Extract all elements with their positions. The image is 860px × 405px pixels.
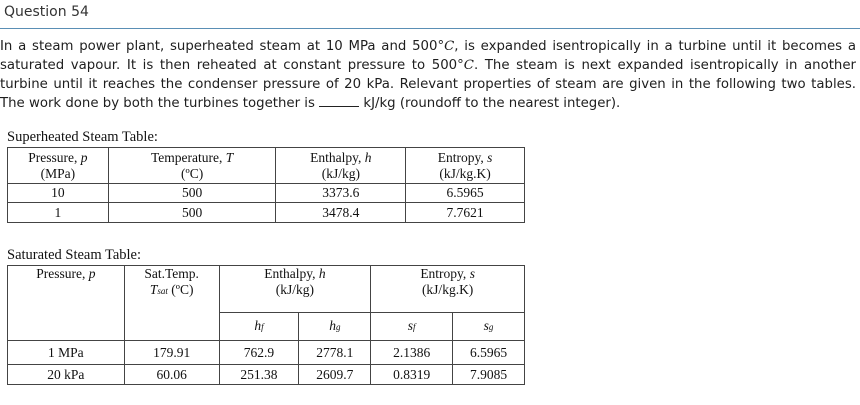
table-cell: 3478.4 — [275, 202, 407, 223]
table-cell: 2.1386 — [370, 340, 454, 365]
header-pressure: Pressure, p — [7, 265, 125, 341]
unit-symbol: C — [444, 39, 455, 54]
question-text: In a steam power plant, superheated stea… — [0, 37, 856, 113]
answer-blank — [319, 94, 360, 107]
header-enthalpy: Enthalpy, h (kJ/kg) — [275, 147, 407, 184]
table-cell: 60.06 — [123, 364, 220, 385]
header-entropy: Entropy, s (kJ/kg.K) — [405, 147, 525, 184]
table-cell: 2778.1 — [298, 340, 372, 365]
table-cell: 762.9 — [218, 340, 300, 365]
header-sat-temp: Sat.Temp. Tsat (ºC) — [123, 265, 220, 341]
question-text-part: kJ/kg (roundoff to the nearest integer). — [359, 96, 621, 111]
superheated-table-caption: Superheated Steam Table: — [7, 129, 158, 145]
table-cell: 6.5965 — [405, 183, 525, 203]
table-cell: 500 — [107, 183, 277, 203]
table-header-row: Pressure, p Sat.Temp. Tsat (ºC) Enthalpy,… — [7, 265, 525, 341]
table-cell: 6.5965 — [452, 340, 525, 365]
header-enthalpy: Enthalpy, h (kJ/kg) — [218, 265, 372, 313]
table-cell: 2609.7 — [298, 364, 372, 385]
table-row: 20 kPa 60.06 251.38 2609.7 0.8319 7.9085 — [7, 364, 525, 385]
question-text-part: In a steam power plant, superheated stea… — [0, 39, 445, 54]
table-cell: 1 — [7, 202, 109, 223]
subheader-hf: hf — [218, 312, 300, 341]
table-cell: 3373.6 — [275, 183, 407, 203]
superheated-steam-table: Pressure, p (MPa) Temperature, T (ºC) Enth… — [7, 147, 525, 223]
subheader-hg: hg — [298, 312, 372, 341]
table-cell: 7.7621 — [405, 202, 525, 223]
question-text-part: . The steam is next expanded isentropica… — [0, 58, 856, 111]
table-cell: 20 kPa — [7, 364, 125, 385]
subheader-sf: sf — [370, 312, 454, 341]
question-title: Question 54 — [4, 4, 89, 20]
table-cell: 10 — [7, 183, 109, 203]
question-text-part: , is expanded isentropically in a turbin… — [0, 39, 856, 73]
saturated-table-caption: Saturated Steam Table: — [7, 247, 142, 263]
question-header: Question 54 — [0, 0, 860, 29]
table-row: 1 MPa 179.91 762.9 2778.1 2.1386 6.5965 — [7, 340, 525, 365]
table-cell: 179.91 — [123, 340, 220, 365]
table-cell: 500 — [107, 202, 277, 223]
header-pressure: Pressure, p (MPa) — [7, 147, 109, 184]
header-temperature: Temperature, T (ºC) — [107, 147, 277, 184]
table-cell: 1 MPa — [7, 340, 125, 365]
subheader-sg: sg — [452, 312, 525, 341]
table-header-row: Pressure, p (MPa) Temperature, T (ºC) Enth… — [7, 147, 525, 184]
saturated-steam-table: Pressure, p Sat.Temp. Tsat (ºC) Enthalpy,… — [7, 265, 525, 385]
table-row: 1 500 3478.4 7.7621 — [7, 202, 525, 223]
table-cell: 0.8319 — [370, 364, 454, 385]
header-entropy: Entropy, s (kJ/kg.K) — [370, 265, 525, 313]
table-cell: 7.9085 — [452, 364, 525, 385]
table-subheader-row: hf hg sf sg — [8, 312, 525, 341]
unit-symbol: C — [463, 58, 474, 73]
table-row: 10 500 3373.6 6.5965 — [7, 183, 525, 203]
table-cell: 251.38 — [218, 364, 300, 385]
